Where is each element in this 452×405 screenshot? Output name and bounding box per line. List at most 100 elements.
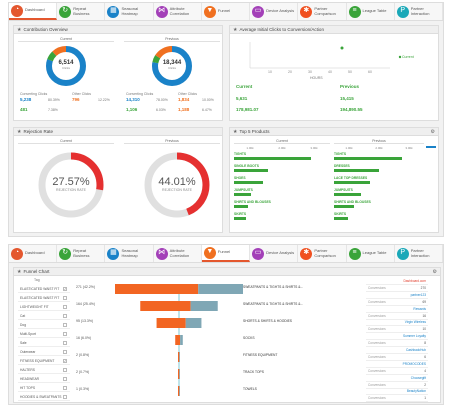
funnel-stage-bar[interactable] bbox=[140, 301, 191, 311]
partner-name[interactable]: Rewards bbox=[413, 306, 426, 311]
tag-checkbox[interactable] bbox=[63, 331, 67, 336]
funnel-stage-bar[interactable] bbox=[156, 318, 186, 328]
partner-list-item[interactable]: Conversions 4 bbox=[366, 368, 428, 375]
nav-item-partner-interaction[interactable]: P Partner Interaction bbox=[395, 3, 443, 20]
partner-list-item[interactable]: PROMOCODES bbox=[366, 361, 428, 368]
tag-checkbox[interactable]: ✓ bbox=[63, 286, 67, 291]
tag-row[interactable]: HALTERS bbox=[18, 366, 70, 374]
product-bar[interactable] bbox=[334, 205, 354, 208]
nav-item-funnel[interactable]: ▼ Funnel bbox=[202, 3, 251, 20]
nav-item-league-table[interactable]: ≡ League Table bbox=[347, 245, 395, 262]
tag-row[interactable]: Sale bbox=[18, 339, 70, 347]
tag-row[interactable]: ELASTICATED WAIST FIT ✓ bbox=[18, 285, 70, 293]
funnel-stage-bar[interactable] bbox=[115, 284, 199, 294]
nav-item-league-table[interactable]: ≡ League Table bbox=[347, 3, 395, 20]
product-bar[interactable] bbox=[234, 217, 246, 220]
partner-name[interactable]: CashbackHub bbox=[405, 348, 426, 352]
star-icon[interactable]: ★ bbox=[233, 27, 238, 33]
funnel-stage-bar-secondary[interactable] bbox=[190, 301, 218, 311]
partner-list-item[interactable]: Choosegift bbox=[366, 375, 428, 382]
partner-list-item[interactable]: Conversions 16 bbox=[366, 313, 428, 320]
tag-checkbox[interactable] bbox=[63, 304, 67, 309]
partner-name[interactable]: PROMOCODES bbox=[402, 361, 426, 366]
tag-row[interactable]: Multi-Sport bbox=[18, 330, 70, 338]
nav-item-device-analysis[interactable]: ▭ Device Analysis bbox=[250, 3, 299, 20]
funnel-stage-bar-secondary[interactable] bbox=[179, 352, 180, 362]
nav-item-repeat-business[interactable]: ↻ Repeat Business bbox=[57, 245, 106, 262]
funnel-stage-bar-secondary[interactable] bbox=[198, 284, 243, 294]
tag-row[interactable]: HOODIES & SWEATPANTS bbox=[18, 393, 70, 401]
nav-item-seasonal-heatmap[interactable]: ▦ Seasonal Heatmap bbox=[105, 3, 154, 20]
tag-row[interactable]: HIT TOPS bbox=[18, 384, 70, 392]
nav-item-device-analysis[interactable]: ▭ Device Analysis bbox=[250, 245, 299, 262]
tag-checkbox[interactable] bbox=[63, 367, 67, 372]
product-bar[interactable] bbox=[334, 181, 370, 184]
nav-item-partner-comparison[interactable]: ✱ Partner Comparison bbox=[298, 245, 347, 262]
funnel-stage-bar[interactable] bbox=[175, 335, 181, 345]
nav-item-partner-interaction[interactable]: P Partner Interaction bbox=[395, 245, 443, 262]
partner-list-item[interactable]: partner123 bbox=[366, 292, 428, 299]
partner-list-item[interactable]: Rewards bbox=[366, 306, 428, 313]
tag-row[interactable]: Outerwear bbox=[18, 348, 70, 356]
tag-checkbox[interactable] bbox=[63, 394, 67, 399]
partner-list-item[interactable]: BeautyNation bbox=[366, 388, 428, 396]
scroll-indicator[interactable] bbox=[426, 146, 436, 148]
funnel-stage-bar-secondary[interactable] bbox=[179, 369, 180, 379]
partner-name[interactable]: partner123 bbox=[410, 292, 426, 297]
partner-name[interactable]: BeautyNation bbox=[406, 389, 426, 394]
funnel-stage-bar[interactable] bbox=[178, 352, 180, 362]
product-bar[interactable] bbox=[234, 205, 249, 208]
nav-item-attribute-correlation[interactable]: ⋈ Attribute Correlation bbox=[154, 3, 202, 20]
partner-list-item[interactable]: CashbackHub bbox=[366, 347, 428, 354]
tag-row[interactable]: Dog bbox=[18, 321, 70, 329]
funnel-stage-bar-secondary[interactable] bbox=[180, 335, 183, 345]
tag-row[interactable]: ELASTICATED WAIST FIT bbox=[18, 294, 70, 302]
funnel-stage-bar-secondary[interactable] bbox=[185, 318, 202, 328]
product-bar[interactable] bbox=[334, 193, 361, 196]
partner-name[interactable]: Summer Loyalty bbox=[402, 334, 426, 339]
product-bar[interactable] bbox=[234, 181, 263, 184]
gear-icon[interactable]: ⚙ bbox=[432, 269, 437, 275]
tag-checkbox[interactable] bbox=[63, 376, 67, 381]
nav-item-dashboard[interactable]: ◔ Dashboard bbox=[9, 245, 58, 262]
star-icon[interactable]: ★ bbox=[17, 129, 22, 135]
data-point[interactable] bbox=[340, 46, 344, 50]
nav-item-seasonal-heatmap[interactable]: ▦ Seasonal Heatmap bbox=[105, 245, 154, 262]
product-bar[interactable] bbox=[234, 169, 268, 172]
product-bar[interactable] bbox=[234, 193, 252, 196]
star-icon[interactable]: ★ bbox=[17, 269, 22, 275]
partner-list-item[interactable]: Conversions 6 bbox=[366, 354, 428, 361]
partner-list-item[interactable]: Conversions 270 bbox=[366, 285, 428, 292]
partner-list-item[interactable]: Virgin Wireless bbox=[366, 319, 428, 327]
tag-checkbox[interactable] bbox=[63, 340, 67, 345]
tag-row[interactable]: FITNESS EQUIPMENT ✓ bbox=[18, 357, 70, 365]
product-bar[interactable] bbox=[334, 169, 379, 172]
partner-list-item[interactable]: Dashboard.com bbox=[366, 278, 428, 285]
nav-item-repeat-business[interactable]: ↻ Repeat Business bbox=[57, 3, 106, 20]
tag-checkbox[interactable] bbox=[63, 295, 67, 300]
nav-item-funnel[interactable]: ▼ Funnel bbox=[201, 245, 251, 262]
tag-checkbox[interactable] bbox=[63, 349, 67, 354]
tag-checkbox[interactable] bbox=[63, 313, 67, 318]
tag-checkbox[interactable]: ✓ bbox=[63, 358, 67, 363]
tag-row[interactable]: Cat bbox=[18, 312, 70, 320]
funnel-stage-bar[interactable] bbox=[178, 369, 180, 379]
product-bar[interactable] bbox=[334, 217, 349, 220]
partner-name[interactable]: Choosegift bbox=[410, 375, 426, 380]
star-icon[interactable]: ★ bbox=[17, 27, 22, 33]
funnel-stage-bar[interactable] bbox=[178, 386, 180, 396]
nav-item-dashboard[interactable]: ◔ Dashboard bbox=[9, 3, 58, 20]
product-bar[interactable] bbox=[334, 157, 402, 160]
partner-name[interactable]: Dashboard.com bbox=[403, 279, 426, 283]
star-icon[interactable]: ★ bbox=[233, 129, 238, 135]
nav-item-attribute-correlation[interactable]: ⋈ Attribute Correlation bbox=[154, 245, 202, 262]
nav-item-partner-comparison[interactable]: ✱ Partner Comparison bbox=[298, 3, 347, 20]
funnel-stage-bar-secondary[interactable] bbox=[179, 386, 180, 396]
tag-row[interactable]: LIGHTWEIGHT FIT bbox=[18, 303, 70, 311]
tag-checkbox[interactable] bbox=[63, 322, 67, 327]
partner-list-item[interactable]: Conversions 1 bbox=[366, 395, 428, 403]
partner-list-item[interactable]: Conversions 8 bbox=[366, 340, 428, 348]
tag-checkbox[interactable] bbox=[63, 385, 67, 390]
gear-icon[interactable]: ⚙ bbox=[430, 129, 435, 135]
partner-list-item[interactable]: Conversions 2 bbox=[366, 382, 428, 389]
